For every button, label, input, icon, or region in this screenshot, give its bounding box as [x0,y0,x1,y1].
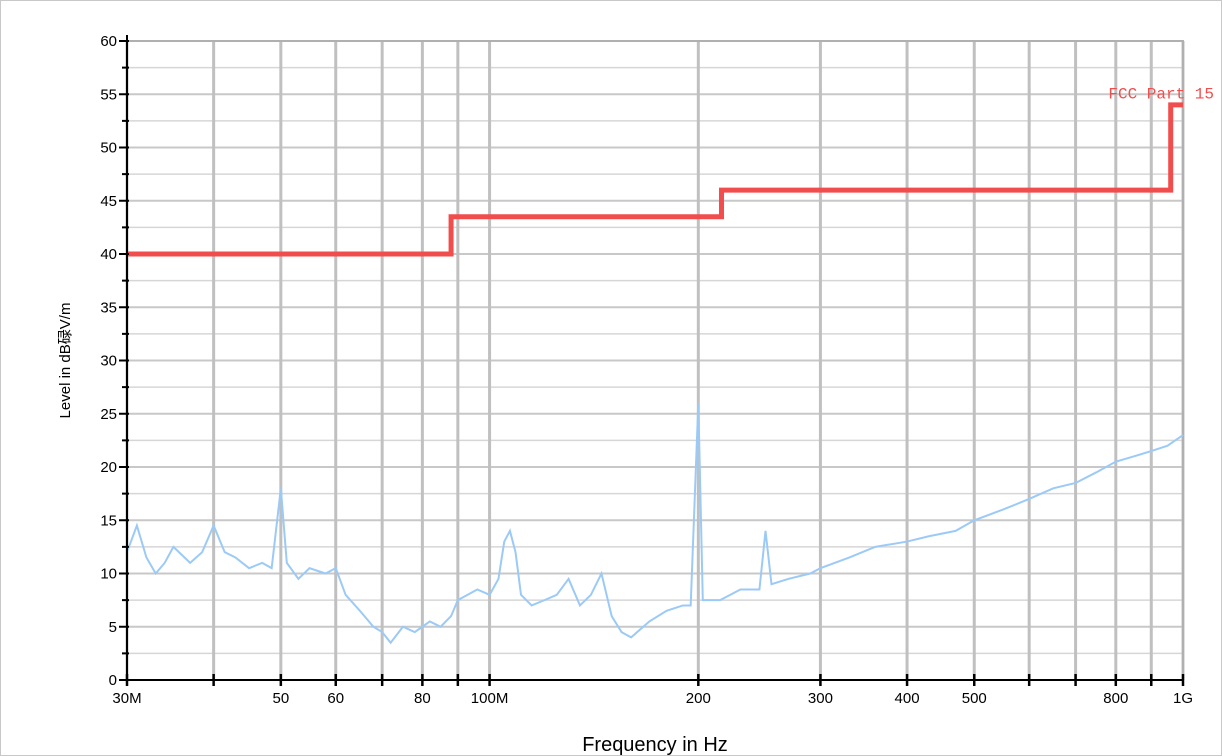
x-tick-label: 1G [1173,690,1193,707]
x-tick-label: 80 [414,690,431,707]
x-tick-label: 500 [962,690,987,707]
x-tick-label: 200 [686,690,711,707]
y-tick-label: 60 [100,33,117,50]
measurement-trace [126,403,1184,645]
y-tick-label: 35 [100,299,117,316]
limit-line-label: FCC Part 15 [1108,86,1214,104]
y-tick-label: 40 [100,246,117,263]
x-tick-label: 30M [112,690,141,707]
x-tick-label: 400 [895,690,920,707]
y-tick-label: 10 [100,566,117,583]
y-tick-label: 0 [109,672,117,689]
tick-labels: 0 5 10 15 20 25 30 35 40 45 50 55 60 30M 50 60 80 100M 200… [100,33,1193,707]
y-tick-label: 50 [100,140,117,157]
series-layer [126,102,1184,645]
limit-line-fcc-part-15 [127,102,1183,257]
y-tick-label: 25 [100,406,117,423]
y-tick-label: 15 [100,512,117,529]
y-tick-label: 55 [100,86,117,103]
y-tick-label: 5 [109,619,117,636]
y-tick-label: 20 [100,459,117,476]
x-tick-label: 100M [471,690,509,707]
y-tick-label: 30 [100,353,117,370]
x-axis-title: Frequency in Hz [582,734,728,756]
y-tick-label: 45 [100,193,117,210]
y-axis-title: Level in dB碌V/m [57,303,74,419]
x-tick-label: 60 [327,690,344,707]
axes [119,35,1185,686]
x-tick-label: 50 [272,690,289,707]
x-tick-label: 300 [808,690,833,707]
x-tick-label: 800 [1103,690,1128,707]
